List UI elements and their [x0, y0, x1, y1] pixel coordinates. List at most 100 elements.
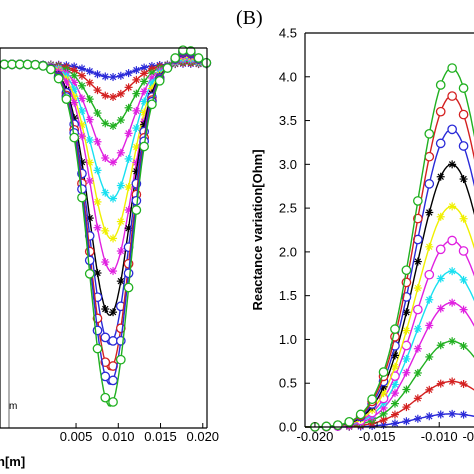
- panel-a-point-11-8: [61, 94, 72, 104]
- panel-b-point-2-12: [448, 337, 457, 346]
- panel-b-yticks: 0.0 0.5 1.0 1.5 2.0 2.5 3.0 3.5 4.0 4.5: [279, 26, 310, 435]
- marker-stroke: [133, 124, 140, 132]
- panel-a-point-11-25: [193, 53, 204, 63]
- panel-b-point-5-13: [458, 246, 469, 256]
- panel-a-point-0-12: [93, 70, 102, 79]
- marker-stroke: [102, 189, 109, 196]
- marker-stroke: [414, 325, 422, 333]
- panel-b-point-10-6: [378, 367, 389, 377]
- panel-b-xtick-label-1: -0.015: [359, 429, 396, 444]
- panel-b-point-2-13: [459, 341, 468, 350]
- panel-a-point-0-16: [124, 69, 133, 78]
- marker-stroke: [109, 195, 117, 202]
- marker-stroke: [94, 269, 101, 277]
- panel-a-point-5-16: [124, 182, 133, 191]
- marker-stroke: [78, 95, 86, 102]
- marker-stroke: [403, 386, 410, 393]
- panel-b-point-1-11: [436, 379, 445, 388]
- panel-a-point-6-13: [101, 258, 110, 267]
- panel-a-point-1-12: [93, 86, 102, 95]
- marker-stroke: [391, 400, 399, 407]
- marker-stroke: [448, 203, 456, 210]
- panel-a-point-0-14: [109, 73, 118, 82]
- marker-stroke: [86, 159, 93, 166]
- marker-stroke: [448, 267, 456, 275]
- panel-a-point-11-17: [131, 205, 142, 215]
- marker-stroke: [403, 327, 410, 334]
- marker-stroke: [426, 353, 433, 361]
- panel-b-point-4-9: [413, 324, 422, 333]
- marker-stroke: [460, 175, 467, 183]
- marker-stroke: [117, 218, 125, 225]
- panel-a-point-0-15: [116, 71, 125, 80]
- panel-b-ytick-label-9: 4.5: [279, 26, 297, 41]
- marker-stroke: [414, 415, 422, 422]
- panel-b-chart: (B) 0.0 0.5 1.0 1.5 2.0 2.5 3.0 3.5 4.0 4.5 -0.02…: [236, 7, 474, 444]
- marker-stroke: [426, 386, 433, 394]
- marker-stroke: [140, 98, 148, 105]
- panel-a-point-1-16: [124, 83, 133, 92]
- marker-stroke: [140, 64, 148, 71]
- marker-stroke: [109, 267, 117, 275]
- marker-stroke: [437, 173, 444, 180]
- panel-a-series-group: [0, 45, 212, 407]
- marker-stroke: [109, 122, 117, 130]
- panel-b-point-7-13: [459, 175, 468, 184]
- panel-b-axes: [304, 32, 474, 428]
- panel-a-point-6-10: [77, 132, 86, 141]
- marker-stroke: [460, 411, 467, 418]
- panel-a-point-0-10: [77, 64, 86, 73]
- panel-b-point-6-8: [402, 326, 411, 335]
- marker-stroke: [102, 227, 109, 235]
- panel-a-point-3-14: [109, 158, 118, 167]
- panel-a-xticks: 0.005 0.010 0.015 0.020: [60, 423, 219, 444]
- panel-a-point-0-17: [132, 66, 141, 75]
- marker-stroke: [403, 403, 410, 411]
- marker-stroke: [86, 116, 93, 123]
- marker-stroke: [102, 73, 109, 80]
- panel-a-point-11-4: [30, 59, 41, 70]
- panel-a-point-0-13: [101, 72, 110, 81]
- marker-stroke: [437, 275, 444, 282]
- marker-stroke: [414, 395, 422, 402]
- panel-b-point-5-11: [435, 244, 446, 255]
- panel-b-point-4-7: [390, 380, 399, 389]
- marker-stroke: [391, 363, 399, 371]
- marker-stroke: [125, 104, 132, 112]
- marker-stroke: [78, 82, 86, 90]
- panel-a-point-3-11: [85, 115, 94, 124]
- panel-a-point-4-15: [116, 181, 125, 190]
- panel-b-point-8-11: [435, 138, 446, 149]
- panel-b-ytick-label-7: 3.5: [279, 113, 297, 128]
- marker-stroke: [448, 299, 456, 306]
- panel-b-xtick-label-2: -0.010: [421, 429, 458, 444]
- panel-b-point-0-12: [448, 409, 457, 418]
- panel-b-point-10-8: [401, 265, 412, 276]
- panel-b-ytick-label-6: 3.0: [279, 157, 297, 172]
- panel-a-point-6-12: [93, 223, 102, 232]
- marker-stroke: [448, 337, 456, 345]
- panel-a-point-11-23: [178, 45, 188, 56]
- panel-a-point-4-12: [93, 166, 102, 175]
- marker-stroke: [437, 305, 444, 312]
- panel-a-xtick-label-1: 0.010: [102, 429, 135, 444]
- panel-b-ytick-label-5: 2.5: [279, 201, 297, 216]
- marker-stroke: [148, 79, 156, 87]
- panel-a-point-11-19: [147, 99, 157, 110]
- panel-a-point-3-17: [132, 106, 141, 115]
- panel-b-point-3-9: [413, 344, 422, 353]
- marker-stroke: [391, 381, 399, 388]
- panel-a-xtick-label-2: 0.015: [144, 429, 177, 444]
- panel-b-xtick-label-edge: -0: [462, 429, 474, 444]
- panel-b-point-4-11: [436, 274, 445, 283]
- panel-b-point-10-4: [355, 409, 366, 420]
- panel-a-point-3-13: [101, 154, 110, 163]
- panel-a-point-11-7: [53, 73, 64, 84]
- panel-a-point-11-11: [84, 268, 95, 279]
- panel-a-point-3-15: [116, 148, 125, 157]
- panel-a-point-11-10: [77, 192, 87, 203]
- panel-b-point-6-10: [425, 242, 434, 251]
- panel-b-point-4-13: [459, 275, 468, 284]
- marker-stroke: [133, 107, 140, 115]
- panel-b-point-1-9: [413, 394, 422, 403]
